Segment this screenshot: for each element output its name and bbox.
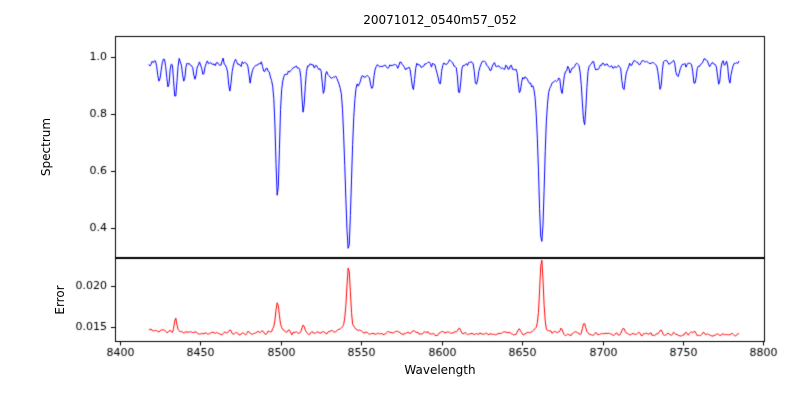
spectrum-axis-label: Spectrum bbox=[39, 117, 53, 177]
chart-title: 20071012_0540m57_052 bbox=[363, 13, 517, 27]
error-axis-label: Error bbox=[53, 285, 67, 315]
wavelength-axis-label: Wavelength bbox=[404, 363, 476, 377]
